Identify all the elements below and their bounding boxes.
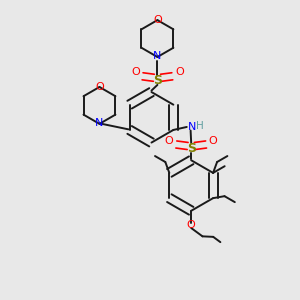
Text: O: O bbox=[153, 15, 162, 25]
Text: O: O bbox=[131, 68, 140, 77]
Text: N: N bbox=[188, 122, 196, 132]
Text: O: O bbox=[187, 220, 196, 230]
Text: O: O bbox=[165, 136, 174, 146]
Text: N: N bbox=[95, 118, 104, 128]
Text: O: O bbox=[175, 68, 184, 77]
Text: O: O bbox=[209, 136, 218, 146]
Text: H: H bbox=[196, 121, 203, 131]
Text: O: O bbox=[95, 82, 104, 92]
Text: N: N bbox=[153, 51, 162, 61]
Text: S: S bbox=[187, 142, 196, 155]
Text: S: S bbox=[153, 74, 162, 87]
